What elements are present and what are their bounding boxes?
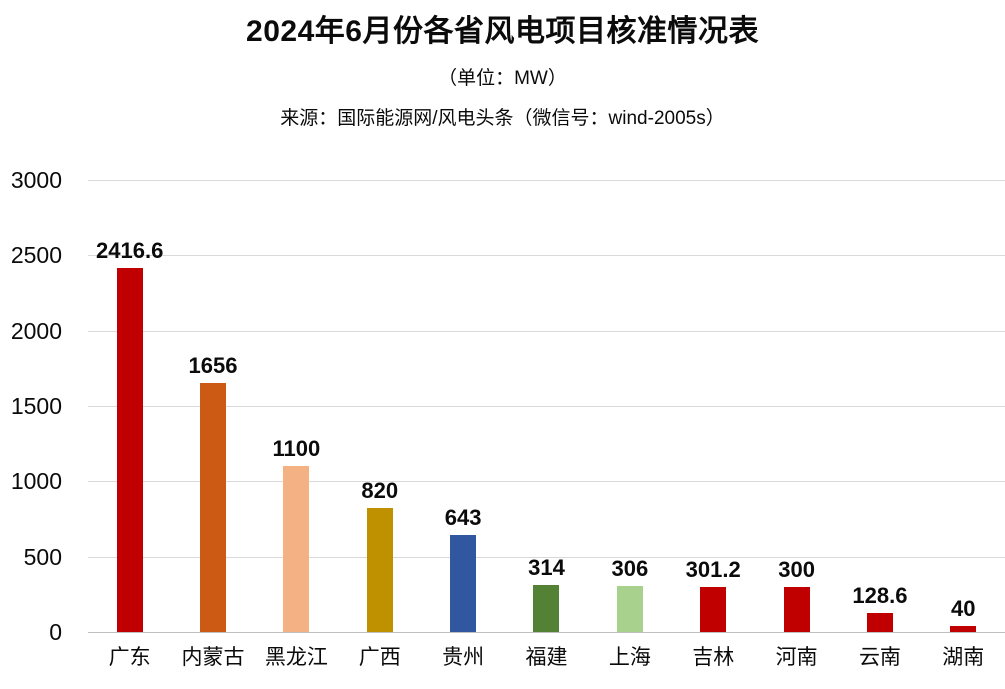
bar[interactable] (366, 508, 393, 632)
x-axis-tick-label: 内蒙古 (181, 646, 245, 669)
y-axis-tick-label: 1000 (10, 468, 62, 494)
bar-slot: 314 (505, 180, 588, 632)
bar[interactable] (200, 382, 227, 632)
x-axis-tick-label: 贵州 (442, 646, 485, 669)
y-axis-tick-label: 500 (23, 544, 62, 570)
bar[interactable] (450, 535, 477, 632)
x-axis-tick-group: 广东 内蒙古 黑龙江 广西 贵州 福建 上海 吉林 河南 云南 湖南 (88, 644, 1005, 684)
bar[interactable] (616, 585, 643, 632)
x-axis-line (88, 632, 1005, 633)
bar-value-label: 128.6 (852, 582, 908, 608)
bar-slot: 128.6 (838, 180, 921, 632)
x-axis-tick-label: 湖南 (942, 646, 985, 669)
bar[interactable] (950, 625, 977, 632)
bar-slot: 301.2 (672, 180, 755, 632)
bar-slot: 306 (588, 180, 671, 632)
bar[interactable] (866, 612, 893, 632)
bar-slot: 40 (922, 180, 1005, 632)
gridline (88, 406, 1005, 407)
bar[interactable] (116, 267, 143, 632)
chart-source-note: 来源：国际能源网/风电头条（微信号：wind-2005s） (280, 108, 725, 129)
bar-slot: 643 (421, 180, 504, 632)
chart-title: 2024年6月份各省风电项目核准情况表 (246, 15, 759, 48)
chart-header: 2024年6月份各省风电项目核准情况表 （单位：MW） 来源：国际能源网/风电头… (0, 0, 1005, 132)
x-axis-tick-label: 黑龙江 (264, 646, 328, 669)
bar-slot: 300 (755, 180, 838, 632)
bar-value-label: 1656 (188, 352, 238, 378)
x-axis-tick-label: 福建 (525, 646, 568, 669)
y-axis-tick-label: 2500 (10, 242, 62, 268)
bar[interactable] (283, 466, 310, 632)
bar-value-label: 2416.6 (96, 237, 164, 263)
y-axis-tick-label: 3000 (10, 167, 62, 193)
bar-value-label: 306 (611, 555, 649, 581)
bar-slot: 2416.6 (88, 180, 171, 632)
gridline (88, 557, 1005, 558)
x-axis-tick-label: 河南 (775, 646, 818, 669)
bar[interactable] (533, 584, 560, 632)
bar-value-label: 301.2 (685, 556, 741, 582)
bar-value-label: 1100 (272, 436, 321, 462)
y-axis-tick-label: 1500 (10, 393, 62, 419)
x-axis-tick-label: 广西 (358, 646, 401, 669)
bar-series: 2416.6 1656 1100 820 643 314 306 301.2 300 128.6 4… (88, 180, 1005, 632)
x-axis-tick-label: 上海 (608, 646, 651, 669)
y-axis-tick-label: 2000 (10, 318, 62, 344)
bar-value-label: 314 (528, 554, 565, 580)
x-axis-tick-label: 吉林 (692, 646, 735, 669)
chart-subtitle-unit: （单位：MW） (438, 68, 567, 89)
bar-slot: 1100 (255, 180, 338, 632)
bar-value-label: 820 (361, 478, 399, 504)
gridline (88, 331, 1005, 332)
bar[interactable] (783, 586, 810, 632)
y-axis-tick-label: 0 (49, 619, 62, 645)
bar-value-label: 40 (951, 595, 976, 621)
gridline (88, 180, 1005, 181)
x-axis-tick-label: 云南 (858, 646, 901, 669)
bar-value-label: 643 (444, 505, 482, 531)
bar-value-label: 300 (778, 556, 815, 582)
bar-slot: 1656 (171, 180, 254, 632)
gridline (88, 255, 1005, 256)
x-axis-tick-label: 广东 (108, 646, 151, 669)
bar-slot: 820 (338, 180, 421, 632)
gridline (88, 481, 1005, 482)
bar[interactable] (700, 586, 727, 632)
